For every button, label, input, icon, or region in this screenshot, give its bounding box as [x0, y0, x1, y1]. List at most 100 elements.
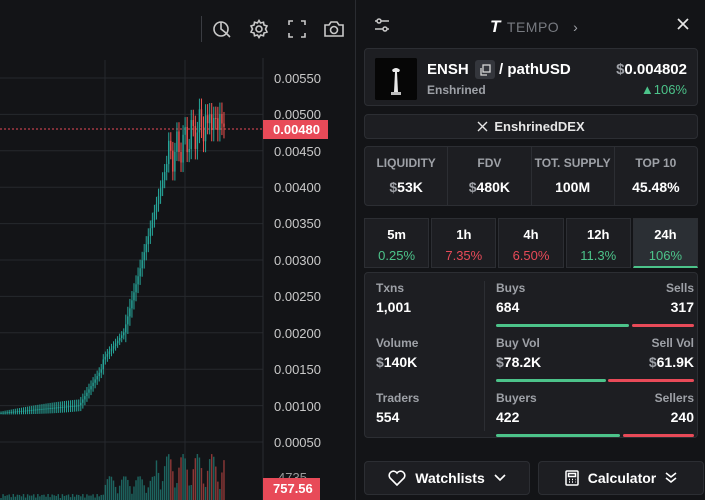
- stat-value: $53K: [389, 179, 423, 195]
- price-chart[interactable]: 0.00550 0.00500 0.00450 0.00400 0.00350 …: [0, 0, 355, 500]
- x-social-link[interactable]: EnshrinedDEX: [364, 114, 698, 139]
- candle-body: [208, 114, 211, 124]
- watchlists-button[interactable]: Watchlists: [364, 461, 530, 495]
- volume-bar: [223, 460, 225, 500]
- tab-change: 7.35%: [445, 248, 483, 263]
- sell-volume-ratio-bar: [608, 379, 694, 382]
- double-chevron-down-icon: [665, 472, 677, 484]
- close-icon[interactable]: [676, 17, 696, 37]
- volume-bar: [217, 481, 219, 500]
- price-axis-tick: 0.00250: [274, 289, 321, 304]
- tab-change: 106%: [648, 248, 683, 263]
- volume-bar: [8, 494, 10, 500]
- tab-1h[interactable]: 1h 7.35%: [431, 218, 497, 268]
- volume-bar: [131, 493, 133, 500]
- candle-body: [198, 109, 201, 133]
- volume-bar: [151, 476, 154, 500]
- tab-5m[interactable]: 5m 0.25%: [364, 218, 430, 268]
- volume-bar: [37, 494, 39, 500]
- candle-body: [37, 409, 39, 411]
- price-axis-tick: 0.00500: [274, 107, 321, 122]
- candle-body: [14, 411, 17, 413]
- candle-body: [16, 411, 19, 413]
- indicator-icon[interactable]: [208, 15, 236, 43]
- volume-bar: [45, 496, 47, 500]
- volume-bar: [84, 497, 86, 500]
- volume-bar: [108, 476, 111, 500]
- volume-bar: [57, 494, 60, 500]
- candle-body: [129, 308, 131, 317]
- chevron-right-icon: ›: [573, 19, 579, 35]
- volume-bar: [118, 485, 121, 500]
- candle-body: [43, 408, 45, 410]
- candle-body: [22, 410, 25, 412]
- candle-body: [120, 335, 123, 339]
- volume-bar: [196, 454, 199, 500]
- price-axis-tick: 0.00300: [274, 253, 321, 268]
- candle-body: [157, 196, 160, 205]
- candle-body: [53, 407, 55, 409]
- candle-body: [163, 172, 166, 181]
- tab-4h[interactable]: 4h 6.50%: [498, 218, 564, 268]
- buys-sells-stat: Buys 684 Sells 317: [496, 281, 694, 329]
- token-logo: [375, 58, 417, 100]
- price-axis-tick: 0.00350: [274, 216, 321, 231]
- candle-body: [59, 407, 62, 409]
- candle-body: [153, 212, 156, 221]
- volume-bar: [67, 494, 70, 500]
- volume-bar: [106, 479, 109, 500]
- volume-bar: [63, 495, 66, 500]
- volume-bar: [145, 492, 147, 500]
- volume-bar: [0, 498, 2, 500]
- camera-icon[interactable]: [320, 15, 348, 43]
- tab-label: 24h: [654, 227, 677, 242]
- candle-body: [24, 410, 27, 412]
- volume-bar: [141, 479, 143, 500]
- buys-ratio-bar: [496, 324, 629, 327]
- filter-icon[interactable]: [374, 18, 390, 37]
- volume-bar: [202, 483, 205, 500]
- candle-body: [35, 409, 37, 411]
- candle-body: [28, 410, 31, 412]
- candle-body: [112, 346, 115, 349]
- candle-body: [127, 316, 129, 325]
- volume-bar: [188, 485, 190, 500]
- volume-bar: [178, 467, 180, 500]
- candle-body: [174, 151, 176, 172]
- volume-bar: [104, 484, 107, 500]
- fullscreen-icon[interactable]: [283, 15, 311, 43]
- candle-body: [137, 276, 139, 285]
- chain-name: TEMPO: [506, 19, 560, 35]
- copy-icon[interactable]: [475, 60, 495, 79]
- volume-bar: [59, 497, 62, 500]
- candle-body: [210, 114, 213, 131]
- volume-bar: [137, 476, 139, 500]
- candle-body: [0, 412, 2, 414]
- volume-bar: [16, 494, 19, 500]
- volume-bar: [18, 494, 21, 500]
- volume-bar: [172, 471, 174, 500]
- tab-24h[interactable]: 24h 106%: [632, 218, 699, 268]
- candle-body: [39, 409, 41, 411]
- candlestick-chart[interactable]: [0, 0, 355, 500]
- candle-body: [149, 228, 152, 237]
- stat-liquidity: LIQUIDITY $53K: [365, 147, 447, 205]
- tab-12h[interactable]: 12h 11.3%: [565, 218, 631, 268]
- volume-bar: [198, 457, 201, 500]
- volume-bar: [94, 497, 96, 500]
- chain-selector[interactable]: T TEMPO ›: [490, 17, 578, 37]
- candle-body: [6, 412, 8, 414]
- candle-body: [215, 117, 217, 119]
- calculator-button[interactable]: Calculator: [538, 461, 704, 495]
- candle-body: [106, 354, 109, 357]
- candle-body: [49, 408, 51, 410]
- candle-body: [116, 340, 119, 344]
- watchlists-label: Watchlists: [415, 470, 485, 486]
- gear-icon[interactable]: [245, 15, 273, 43]
- volume-bar: [206, 470, 209, 500]
- candle-body: [102, 359, 105, 370]
- candle-body: [71, 405, 74, 407]
- candle-body: [188, 148, 190, 153]
- stat-value: 45.48%: [632, 179, 680, 195]
- candle-body: [78, 405, 80, 407]
